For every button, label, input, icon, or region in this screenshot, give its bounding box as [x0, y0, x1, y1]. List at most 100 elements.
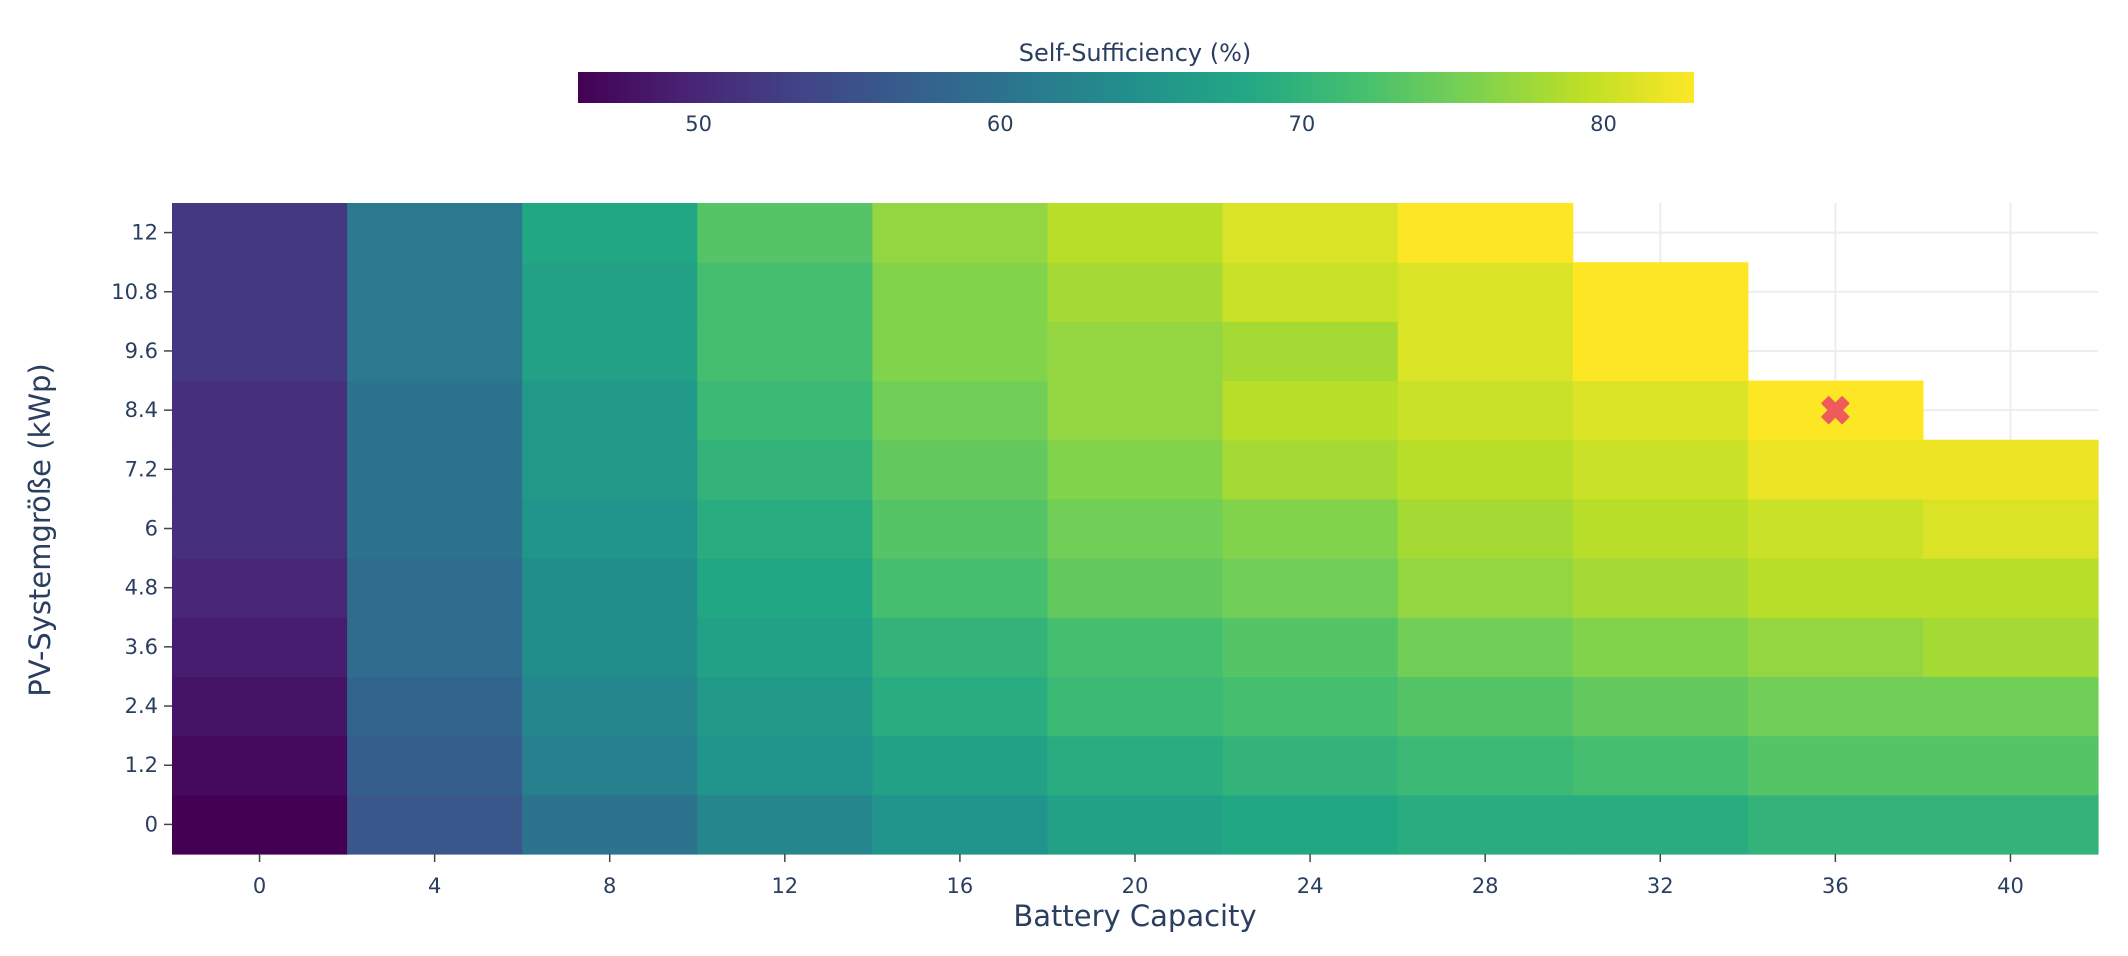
heatmap-cell	[1047, 794, 1224, 855]
heatmap-cell	[1222, 203, 1399, 263]
heatmap-cell	[347, 617, 523, 678]
heatmap-cell	[1047, 498, 1224, 559]
heatmap-cell	[1397, 558, 1574, 618]
colorbar-tick-label: 80	[1590, 112, 1617, 136]
heatmap-cell	[347, 262, 523, 322]
heatmap-cell	[172, 676, 348, 737]
heatmap-cell	[872, 380, 1049, 441]
heatmap-cell	[872, 262, 1049, 322]
heatmap-cell	[1397, 794, 1574, 855]
heatmap-cell	[1397, 735, 1574, 796]
heatmap-cell	[1047, 262, 1224, 322]
heatmap-cell	[1747, 794, 1924, 855]
x-axis-title: Battery Capacity	[1013, 899, 1256, 933]
heatmap-cell	[697, 321, 873, 382]
y-tick-label: 1.2	[125, 753, 158, 777]
heatmap-cell	[872, 794, 1049, 855]
heatmap-cell	[1222, 321, 1399, 382]
x-tick-label: 24	[1297, 874, 1324, 898]
x-tick-label: 0	[253, 874, 266, 898]
heatmap-cell	[1397, 498, 1574, 559]
heatmap-cell	[1222, 735, 1399, 796]
x-axis: 0 4 8 12 16 20 24 28 32 36 40	[253, 854, 2024, 898]
heatmap-cell	[1397, 380, 1574, 441]
heatmap-cell	[1922, 439, 2099, 500]
heatmap-cell	[522, 203, 698, 263]
heatmap-cell	[872, 321, 1049, 382]
heatmap-cell	[1922, 794, 2099, 855]
x-tick-label: 4	[428, 874, 441, 898]
y-tick-label: 12	[131, 221, 158, 245]
colorbar-title: Self-Sufficiency (%)	[1019, 39, 1252, 67]
heatmap-cell	[1222, 262, 1399, 322]
heatmap-cell	[522, 676, 698, 737]
heatmap-cell	[347, 558, 523, 618]
heatmap-cell	[1047, 676, 1224, 737]
heatmap-cell	[1572, 735, 1749, 796]
heatmap-cell	[1922, 617, 2099, 678]
y-tick-label: 3.6	[125, 635, 158, 659]
heatmap-cell	[1747, 735, 1924, 796]
heatmap-cell	[1047, 558, 1224, 618]
heatmap-cell	[1397, 321, 1574, 382]
x-tick-label: 36	[1822, 874, 1849, 898]
heatmap-cell	[522, 439, 698, 500]
colorbar-tick-label: 60	[987, 112, 1014, 136]
heatmap-cell	[172, 617, 348, 678]
heatmap-cell	[522, 262, 698, 322]
heatmap-cell	[1572, 558, 1749, 618]
heatmap-cell	[347, 735, 523, 796]
heatmap-cell	[1747, 439, 1924, 500]
heatmap-cell	[172, 439, 348, 500]
y-tick-label: 2.4	[125, 694, 158, 718]
colorbar-gradient	[578, 72, 1694, 103]
y-axis: 0 1.2 2.4 3.6 4.8 6 7.2 8.4 9.6 10.8 12	[111, 221, 172, 836]
heatmap-cell	[872, 203, 1049, 263]
heatmap-cell	[1047, 439, 1224, 500]
heatmap-cell	[1397, 439, 1574, 500]
heatmap-cell	[522, 617, 698, 678]
heatmap-cell	[1922, 676, 2099, 737]
heatmap-cell	[1222, 439, 1399, 500]
heatmap-cell	[1922, 558, 2099, 618]
heatmap-cell	[697, 498, 873, 559]
heatmap-cell	[1047, 617, 1224, 678]
x-tick-label: 32	[1647, 874, 1674, 898]
heatmap-cell	[1397, 262, 1574, 322]
heatmap-cell	[1222, 617, 1399, 678]
colorbar-tick-label: 50	[685, 112, 712, 136]
heatmap-cell	[1572, 380, 1749, 441]
heatmap-cell	[172, 735, 348, 796]
heatmap-cell	[1222, 558, 1399, 618]
heatmap-cell	[347, 498, 523, 559]
heatmap-cell	[347, 380, 523, 441]
heatmap-cell	[1747, 676, 1924, 737]
heatmap-cell	[872, 558, 1049, 618]
heatmap-cell	[1222, 676, 1399, 737]
colorbar: Self-Sufficiency (%) 50 60 70 80	[578, 39, 1694, 136]
heatmap-cell	[347, 439, 523, 500]
heatmap-cell	[697, 676, 873, 737]
heatmap-cell	[172, 321, 348, 382]
heatmap-cell	[172, 794, 348, 855]
heatmap-cell	[1572, 321, 1749, 382]
heatmap-cell	[522, 558, 698, 618]
heatmap-cell	[1047, 735, 1224, 796]
heatmap-cell	[1397, 617, 1574, 678]
heatmap-cell	[172, 558, 348, 618]
heatmap-cells	[172, 203, 2099, 855]
heatmap-cell	[872, 676, 1049, 737]
heatmap-cell	[1922, 498, 2099, 559]
heatmap-cell	[347, 676, 523, 737]
y-tick-label: 10.8	[111, 280, 158, 304]
heatmap-cell	[697, 617, 873, 678]
heatmap-cell	[872, 735, 1049, 796]
x-tick-label: 20	[1122, 874, 1149, 898]
heatmap-cell	[522, 735, 698, 796]
y-tick-label: 8.4	[125, 398, 158, 422]
x-tick-label: 40	[1997, 874, 2024, 898]
x-tick-label: 28	[1472, 874, 1499, 898]
heatmap-cell	[1572, 498, 1749, 559]
heatmap-cell	[522, 380, 698, 441]
